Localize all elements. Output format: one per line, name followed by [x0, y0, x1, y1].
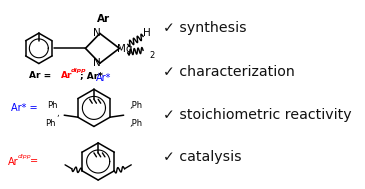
- Text: N: N: [93, 29, 100, 38]
- Text: N: N: [93, 58, 100, 68]
- Text: Ar: Ar: [97, 14, 110, 24]
- Text: ,Ph: ,Ph: [129, 101, 142, 110]
- Text: dipp: dipp: [71, 68, 87, 73]
- Text: Ar =: Ar =: [29, 71, 54, 80]
- Text: ✓ synthesis: ✓ synthesis: [163, 21, 247, 35]
- Text: =: =: [30, 156, 38, 167]
- Text: 2: 2: [149, 51, 154, 60]
- Text: ,: ,: [56, 109, 59, 118]
- Text: Ar* =: Ar* =: [11, 103, 38, 113]
- Text: Mg: Mg: [117, 44, 132, 54]
- Text: ; Ar*: ; Ar*: [80, 71, 103, 80]
- Text: Ph: Ph: [47, 101, 58, 110]
- Text: ✓ catalysis: ✓ catalysis: [163, 149, 242, 164]
- Text: H: H: [143, 29, 151, 38]
- Text: ✓ stoichiometric reactivity: ✓ stoichiometric reactivity: [163, 108, 352, 122]
- Text: ,Ph: ,Ph: [129, 119, 142, 128]
- Text: Ar: Ar: [61, 71, 72, 80]
- Text: Ar*: Ar*: [96, 73, 111, 83]
- Text: dipp: dipp: [18, 154, 31, 159]
- Text: Ar: Ar: [7, 156, 18, 167]
- Text: ✓ characterization: ✓ characterization: [163, 65, 295, 79]
- Text: Ph: Ph: [45, 119, 56, 128]
